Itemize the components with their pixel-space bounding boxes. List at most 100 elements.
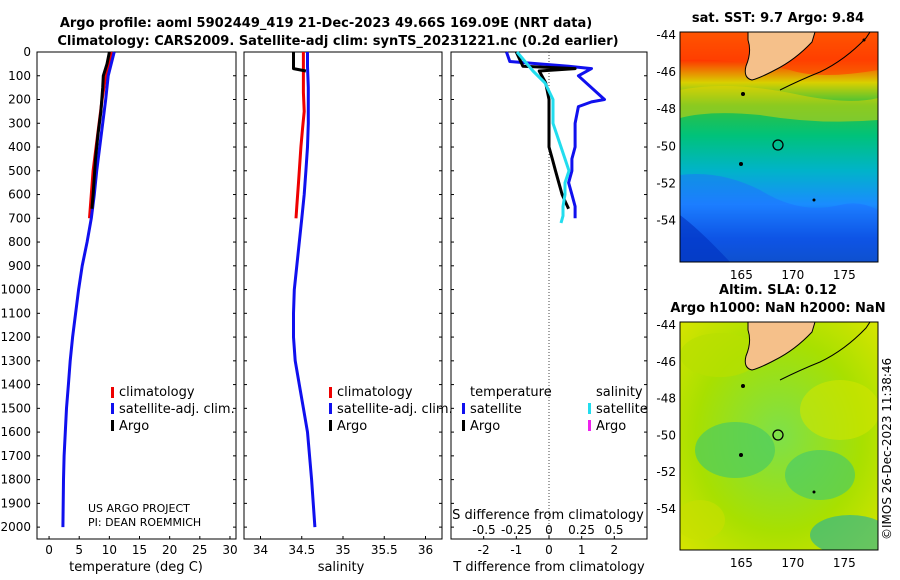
- series-line-argo: [90, 51, 111, 209]
- legend-climatology-swatch: [111, 387, 114, 398]
- x-tick-label: -1: [510, 543, 522, 557]
- legend-temperature-title: temperature: [470, 385, 552, 400]
- map-lon-tick-label: 165: [730, 556, 753, 570]
- credit-line2: PI: DEAN ROEMMICH: [88, 516, 201, 529]
- x-tick-label: 0: [45, 543, 53, 557]
- x2-tick-label: -0.25: [501, 523, 532, 537]
- depth-tick-label: 1600: [0, 425, 31, 439]
- legend-argo-swatch: [329, 420, 332, 431]
- depth-tick-label: 1500: [0, 401, 31, 415]
- series-line-argo-t-diff: [514, 51, 577, 210]
- legend-s-argo-label: Argo: [596, 419, 626, 434]
- x-tick-label: 25: [192, 543, 207, 557]
- temperature-axes: [36, 51, 237, 540]
- salinity-panel: 34 34.5 35 35.5 36 salinity climatology sate…: [243, 51, 453, 575]
- temperature-panel: 0100200300400500600700800900100011001200…: [0, 45, 647, 575]
- map-lon-tick-label: 170: [781, 556, 804, 570]
- difference-lines: [505, 51, 606, 224]
- depth-tick-label: 500: [8, 164, 31, 178]
- depth-tick-label: 1000: [0, 283, 31, 297]
- temperature-xlabel: temperature (deg C): [69, 560, 203, 575]
- map-lat-tick-label: -48: [656, 392, 676, 406]
- temperature-legend: climatology satellite-adj. clim. Argo: [111, 385, 235, 434]
- legend-t-argo-label: Argo: [470, 419, 500, 434]
- x-tick-label: 34: [253, 543, 268, 557]
- depth-tick-label: 1800: [0, 473, 31, 487]
- figure-title-line1: Argo profile: aoml 5902449_419 21-Dec-20…: [60, 16, 592, 31]
- depth-tick-label: 300: [8, 116, 31, 130]
- x-tick-label: 34.5: [288, 543, 315, 557]
- depth-tick-label: 2000: [0, 520, 31, 534]
- map-lat-tick-label: -52: [656, 465, 676, 479]
- depth-tick-labels: 0 100 200 300 400 500 600 700 800 900 1000 1100 1200…: [0, 45, 647, 534]
- depth-tick-label: 800: [8, 235, 31, 249]
- map-lon-tick-label: 170: [781, 268, 804, 282]
- map-lon-tick-label: 175: [833, 268, 856, 282]
- depth-tick-label: 1700: [0, 449, 31, 463]
- x-tick-label: 0: [545, 543, 553, 557]
- map-lat-tick-label: -52: [656, 176, 676, 190]
- imos-timestamp-watermark: ©IMOS 26-Dec-2023 11:38:46: [880, 358, 894, 540]
- legend-climatology-swatch: [329, 387, 332, 398]
- x-tick-label: 10: [102, 543, 117, 557]
- x2-tick-label: 0.5: [604, 523, 623, 537]
- legend-s-satellite-label: satellite: [596, 402, 648, 417]
- temperature-lines: [61, 51, 116, 528]
- x-tick-label: 36: [418, 543, 433, 557]
- salinity-legend: climatology satellite-adj. clim. Argo: [329, 385, 453, 434]
- sla-map-image: [680, 322, 878, 550]
- map-lon-tick-label: 175: [833, 556, 856, 570]
- legend-s-argo-swatch: [588, 420, 591, 431]
- legend-argo-label: Argo: [119, 419, 149, 434]
- sla-map-ticks: 165 170 175 -44 -46 -48 -50 -52 -54: [656, 318, 855, 570]
- legend-satellite-label: satellite-adj. clim.: [119, 402, 235, 417]
- legend-climatology-label: climatology: [119, 385, 195, 400]
- x-tick-label: 5: [75, 543, 83, 557]
- map-lat-tick-label: -46: [656, 65, 676, 79]
- legend-argo-label: Argo: [337, 419, 367, 434]
- legend-t-satellite-swatch: [462, 403, 465, 414]
- map-lat-tick-label: -50: [656, 139, 676, 153]
- depth-tick-label: 1400: [0, 378, 31, 392]
- difference-panel: -2 -1 0 1 2 -0.5 -0.25 0 0.25 0.5 T difference fr…: [450, 51, 648, 575]
- x-tick-label: 20: [162, 543, 177, 557]
- sla-argo-location-marker: [772, 429, 784, 441]
- figure-title-line2: Climatology: CARS2009. Satellite-adj cli…: [57, 34, 618, 49]
- depth-tick-label: 1300: [0, 354, 31, 368]
- legend-s-satellite-swatch: [588, 403, 591, 414]
- map-lat-tick-label: -50: [656, 428, 676, 442]
- depth-tick-label: 1200: [0, 330, 31, 344]
- depth-tick-label: 900: [8, 259, 31, 273]
- map-lat-tick-label: -54: [656, 213, 676, 227]
- legend-climatology-label: climatology: [337, 385, 413, 400]
- map-lat-tick-label: -44: [656, 28, 676, 42]
- map-lat-tick-label: -46: [656, 355, 676, 369]
- legend-satellite-label: satellite-adj. clim.: [337, 402, 453, 417]
- series-line-satellite-adj-clim-: [292, 52, 317, 528]
- salinity-axes: [243, 51, 443, 540]
- map-lat-tick-label: -48: [656, 102, 676, 116]
- sst-map-image: [680, 32, 878, 262]
- temperature-ticks: 0 5 10 15 20 25 30: [45, 536, 238, 557]
- x-tick-label: 35: [335, 543, 350, 557]
- series-line-satellite-adj-clim-: [61, 51, 116, 528]
- south-island-land: [744, 32, 816, 81]
- difference-ticks: -2 -1 0 1 2 -0.5 -0.25 0 0.25 0.5: [472, 523, 623, 557]
- sla-map-title-line2: Argo h1000: NaN h2000: NaN: [670, 301, 885, 316]
- salinity-lines: [292, 52, 317, 528]
- series-line-satellite-t-diff: [505, 51, 606, 219]
- south-island-land: [744, 322, 816, 371]
- series-line-argo: [292, 52, 307, 73]
- difference-legend: temperature salinity satellite Argo sate…: [462, 385, 648, 434]
- depth-tick-label: 700: [8, 211, 31, 225]
- salinity-xlabel: salinity: [318, 560, 365, 575]
- s-difference-xlabel: S difference from climatology: [452, 508, 644, 523]
- depth-tick-label: 600: [8, 188, 31, 202]
- legend-t-satellite-label: satellite: [470, 402, 522, 417]
- x2-tick-label: 0.25: [568, 523, 595, 537]
- t-difference-xlabel: T difference from climatology: [452, 560, 645, 575]
- sla-map-title-line1: Altim. SLA: 0.12: [719, 283, 837, 298]
- salinity-ticks: 34 34.5 35 35.5 36: [253, 536, 433, 557]
- x2-tick-label: -0.5: [472, 523, 495, 537]
